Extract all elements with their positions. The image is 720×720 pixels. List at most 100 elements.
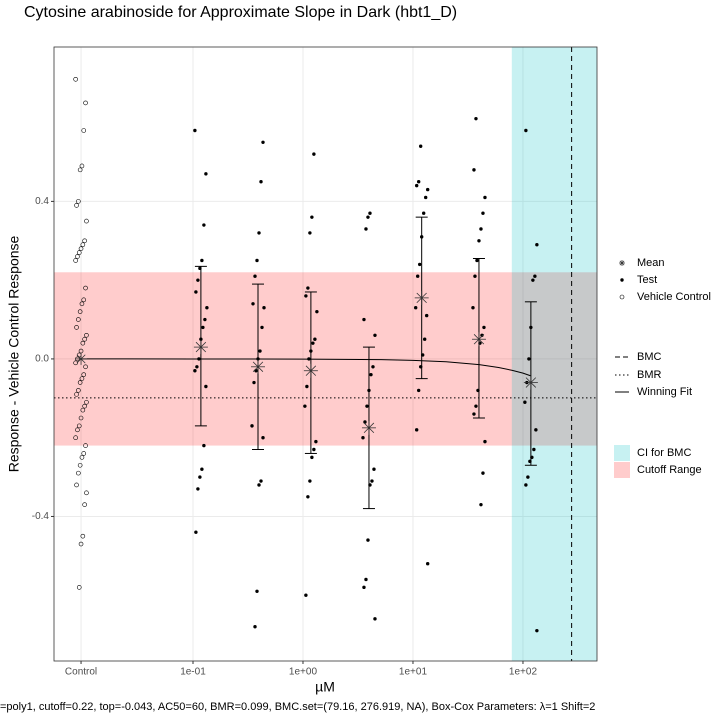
test-point — [307, 357, 311, 361]
control-point — [76, 317, 81, 322]
control-point — [83, 443, 88, 448]
control-point — [79, 455, 85, 460]
control-point — [76, 470, 81, 476]
panel-border — [53, 46, 598, 662]
control-point — [74, 392, 79, 397]
test-point — [362, 585, 366, 590]
test-point — [201, 325, 205, 330]
test-point — [481, 211, 485, 215]
control-point — [83, 100, 88, 106]
control-point — [84, 332, 89, 338]
test-point — [535, 243, 539, 247]
test-point — [423, 195, 428, 200]
control-point — [77, 380, 83, 385]
test-point — [257, 483, 261, 487]
test-point — [416, 179, 421, 184]
control-point — [81, 297, 87, 303]
mean-marker — [251, 359, 266, 374]
test-point — [369, 372, 373, 377]
test-point — [373, 333, 377, 337]
control-point — [83, 364, 88, 370]
control-point — [73, 258, 78, 263]
star-stroke — [76, 354, 86, 364]
x-tick-label: 1e+02 — [509, 667, 538, 678]
test-point — [303, 404, 307, 408]
control-point — [74, 203, 79, 208]
control-point — [81, 451, 87, 456]
control-point — [79, 301, 85, 307]
legend-key — [620, 278, 624, 282]
test-point — [258, 349, 262, 353]
test-point — [310, 455, 314, 460]
test-point — [366, 215, 370, 219]
control-point — [80, 340, 86, 346]
mean-marker — [75, 352, 88, 365]
plot-panel — [54, 47, 597, 661]
test-point — [482, 325, 486, 330]
test-point — [312, 152, 316, 156]
legend-label: Vehicle Control — [637, 291, 711, 303]
test-point — [252, 380, 256, 385]
test-point — [193, 369, 197, 373]
control-point — [75, 254, 80, 259]
test-point — [425, 562, 430, 566]
test-point — [197, 357, 201, 361]
star-stroke — [416, 292, 427, 304]
mean-marker — [414, 290, 429, 305]
test-point — [416, 388, 421, 393]
legend-label: Cutoff Range — [637, 464, 702, 476]
test-point — [523, 400, 527, 404]
test-point — [205, 306, 209, 310]
mean-marker — [193, 340, 208, 355]
control-point — [80, 242, 86, 248]
mean-marker — [303, 363, 318, 378]
test-point — [204, 384, 208, 389]
test-point — [368, 211, 372, 215]
control-point — [84, 490, 89, 496]
y-axis-label: Response - Vehicle Control Response — [6, 235, 22, 472]
test-point — [474, 404, 478, 408]
chart-title: Cytosine arabinoside for Approximate Slo… — [24, 4, 457, 21]
x-tick-label: 1e+00 — [289, 667, 318, 678]
test-point — [471, 306, 475, 310]
test-point — [306, 495, 310, 499]
test-point — [259, 479, 263, 483]
test-point — [364, 227, 368, 231]
control-point — [81, 372, 87, 377]
test-point — [204, 172, 208, 176]
test-point — [305, 384, 309, 389]
legend-key — [619, 294, 625, 300]
caption: =poly1, cutoff=0.22, top=-0.043, AC50=60… — [0, 701, 595, 713]
test-point — [480, 333, 484, 337]
control-point — [77, 462, 83, 468]
test-point — [202, 443, 206, 448]
control-point — [76, 388, 81, 393]
test-point — [193, 128, 197, 133]
legend-label: Test — [637, 274, 657, 286]
control-point — [82, 238, 87, 244]
legend-key — [619, 260, 625, 266]
test-point — [260, 325, 264, 330]
test-point — [422, 337, 427, 341]
test-point — [365, 404, 369, 408]
y-tick-label: 0.4 — [35, 196, 49, 207]
x-axis-label: µM — [315, 679, 335, 695]
test-point — [312, 447, 316, 452]
control-point — [74, 325, 79, 330]
test-point — [257, 231, 261, 235]
control-point — [82, 336, 87, 342]
control-point — [82, 502, 87, 507]
test-point — [200, 467, 204, 471]
test-point — [424, 313, 429, 318]
control-point — [83, 285, 88, 291]
test-point — [250, 424, 254, 428]
test-point — [474, 116, 478, 121]
x-tick-label: Control — [65, 667, 97, 678]
legend-key — [614, 445, 630, 461]
control-point — [76, 250, 82, 255]
test-point — [313, 337, 317, 341]
test-point — [366, 538, 370, 542]
star-stroke — [363, 422, 375, 434]
test-point — [414, 428, 419, 432]
